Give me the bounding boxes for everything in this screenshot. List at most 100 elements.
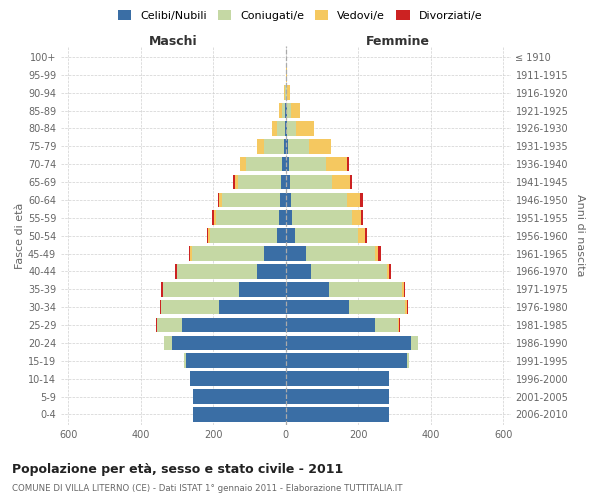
Bar	[347, 157, 349, 172]
Bar	[184, 354, 186, 368]
Bar	[287, 121, 296, 136]
Bar	[347, 192, 360, 207]
Bar	[240, 157, 241, 172]
Bar	[190, 372, 286, 386]
Bar	[161, 282, 163, 296]
Bar	[352, 210, 361, 225]
Bar	[257, 139, 264, 154]
Bar	[389, 264, 391, 278]
Bar	[311, 264, 388, 278]
Bar	[329, 282, 402, 296]
Bar	[257, 264, 286, 278]
Bar	[214, 210, 216, 225]
Bar	[286, 139, 287, 154]
Bar	[277, 228, 286, 243]
Bar	[286, 210, 292, 225]
Bar	[286, 354, 407, 368]
Bar	[264, 139, 284, 154]
Bar	[164, 336, 172, 350]
Bar	[365, 228, 367, 243]
Bar	[358, 228, 365, 243]
Bar	[310, 139, 331, 154]
Bar	[286, 264, 311, 278]
Text: COMUNE DI VILLA LITERNO (CE) - Dati ISTAT 1° gennaio 2011 - Elaborazione TUTTITA: COMUNE DI VILLA LITERNO (CE) - Dati ISTA…	[12, 484, 403, 493]
Bar	[286, 157, 289, 172]
Bar	[306, 246, 374, 261]
Bar	[279, 210, 286, 225]
Bar	[286, 282, 329, 296]
Bar	[360, 192, 363, 207]
Bar	[286, 300, 349, 314]
Bar	[292, 210, 352, 225]
Bar	[190, 246, 191, 261]
Y-axis label: Anni di nascita: Anni di nascita	[575, 194, 585, 277]
Bar	[286, 121, 287, 136]
Bar	[216, 210, 279, 225]
Bar	[272, 121, 277, 136]
Bar	[361, 210, 363, 225]
Bar	[285, 86, 286, 100]
Text: Popolazione per età, sesso e stato civile - 2011: Popolazione per età, sesso e stato civil…	[12, 462, 343, 475]
Bar	[374, 246, 378, 261]
Bar	[193, 389, 286, 404]
Bar	[378, 246, 381, 261]
Bar	[209, 228, 277, 243]
Bar	[295, 228, 358, 243]
Bar	[233, 174, 235, 190]
Bar	[287, 139, 310, 154]
Bar	[285, 121, 286, 136]
Bar	[285, 103, 286, 118]
Bar	[332, 174, 350, 190]
Bar	[287, 103, 291, 118]
Bar	[160, 300, 161, 314]
Bar	[163, 282, 239, 296]
Bar	[193, 407, 286, 422]
Bar	[286, 389, 389, 404]
Bar	[388, 264, 389, 278]
Bar	[157, 318, 182, 332]
Bar	[296, 121, 314, 136]
Bar	[246, 157, 282, 172]
Bar	[277, 121, 285, 136]
Bar	[291, 103, 300, 118]
Bar	[241, 157, 246, 172]
Bar	[286, 86, 287, 100]
Bar	[280, 192, 286, 207]
Bar	[404, 282, 406, 296]
Bar	[291, 192, 347, 207]
Bar	[223, 192, 280, 207]
Bar	[286, 228, 295, 243]
Bar	[286, 318, 374, 332]
Bar	[282, 103, 285, 118]
Y-axis label: Fasce di età: Fasce di età	[15, 202, 25, 269]
Bar	[182, 318, 286, 332]
Bar	[402, 282, 404, 296]
Legend: Celibi/Nubili, Coniugati/e, Vedovi/e, Divorziati/e: Celibi/Nubili, Coniugati/e, Vedovi/e, Di…	[113, 6, 487, 25]
Bar	[284, 139, 286, 154]
Bar	[238, 174, 281, 190]
Bar	[191, 246, 264, 261]
Bar	[286, 336, 411, 350]
Bar	[349, 300, 406, 314]
Bar	[282, 157, 286, 172]
Bar	[175, 264, 177, 278]
Bar	[286, 68, 287, 82]
Bar	[407, 354, 409, 368]
Bar	[212, 210, 214, 225]
Bar	[350, 174, 352, 190]
Bar	[281, 174, 286, 190]
Bar	[207, 228, 208, 243]
Bar	[407, 300, 409, 314]
Bar	[326, 157, 347, 172]
Bar	[286, 174, 290, 190]
Bar	[286, 103, 287, 118]
Bar	[286, 372, 389, 386]
Bar	[279, 103, 282, 118]
Bar	[239, 282, 286, 296]
Bar	[284, 86, 285, 100]
Bar	[398, 318, 399, 332]
Text: Maschi: Maschi	[149, 35, 198, 48]
Text: Femmine: Femmine	[366, 35, 430, 48]
Bar	[399, 318, 400, 332]
Bar	[177, 264, 257, 278]
